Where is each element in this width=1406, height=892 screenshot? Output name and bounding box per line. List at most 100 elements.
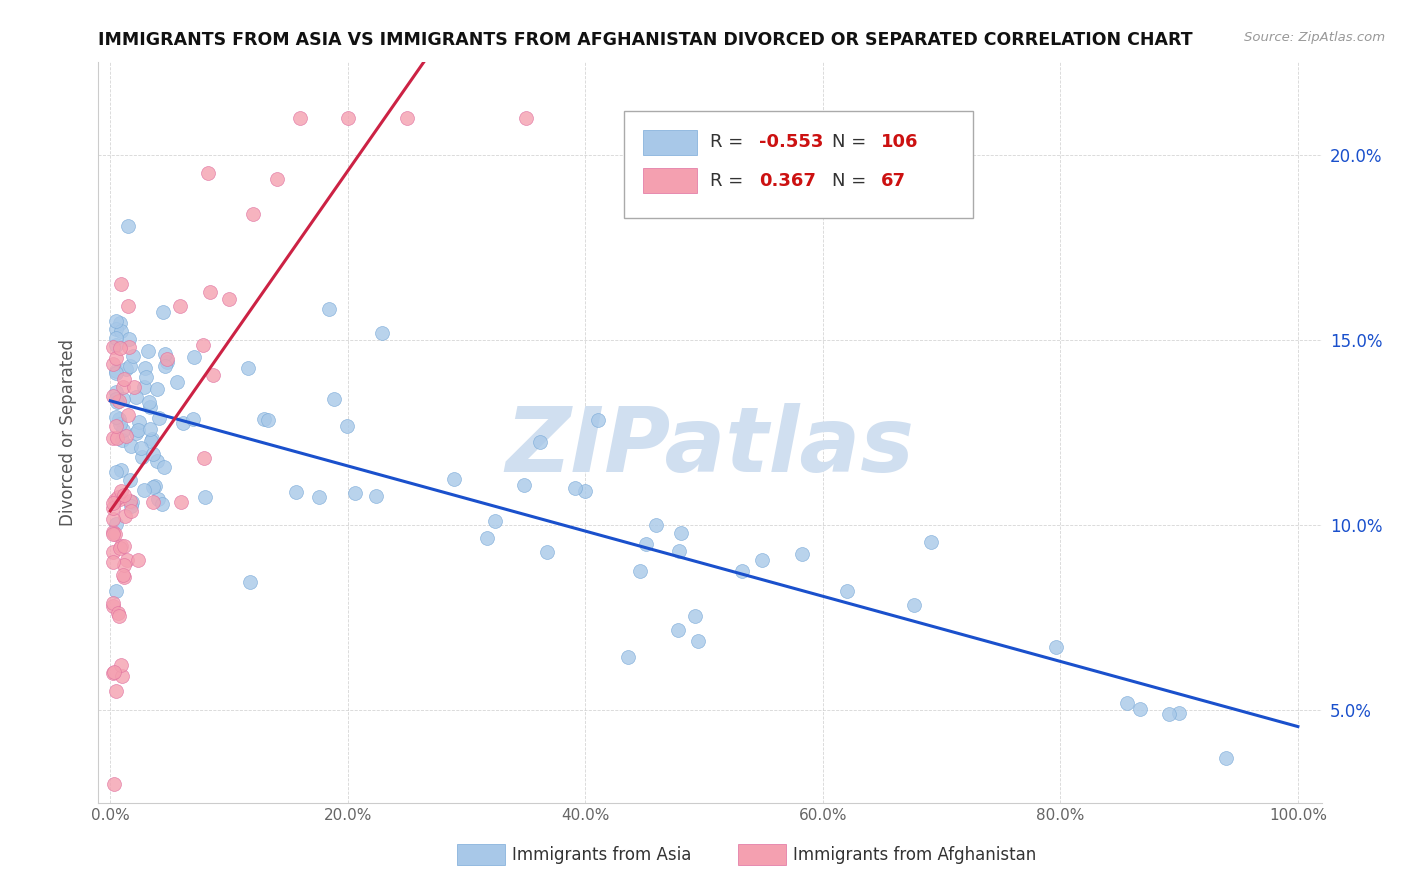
Point (669, 526, 692, 541)
Point (112, 423, 135, 437)
Point (117, 332, 139, 346)
Point (837, 584, 859, 599)
Point (364, 489, 387, 503)
Point (139, 422, 162, 436)
Point (132, 380, 155, 394)
Point (586, 413, 609, 427)
Point (107, 412, 129, 426)
Point (166, 375, 188, 389)
Point (536, 545, 558, 559)
Point (114, 508, 136, 523)
Point (112, 569, 135, 583)
Point (112, 558, 135, 572)
Point (105, 410, 128, 425)
Text: Source: ZipAtlas.com: Source: ZipAtlas.com (1244, 31, 1385, 45)
Point (110, 417, 132, 432)
Point (645, 517, 668, 532)
Point (101, 544, 124, 558)
Point (193, 450, 215, 465)
Point (101, 431, 124, 445)
Text: IMMIGRANTS FROM ASIA VS IMMIGRANTS FROM AFGHANISTAN DIVORCED OR SEPARATED CORREL: IMMIGRANTS FROM ASIA VS IMMIGRANTS FROM … (98, 31, 1194, 49)
Point (105, 367, 128, 381)
Point (285, 485, 308, 500)
Point (396, 111, 419, 125)
Point (155, 347, 177, 361)
Text: Immigrants from Afghanistan: Immigrants from Afghanistan (793, 846, 1036, 863)
Point (153, 359, 176, 374)
FancyBboxPatch shape (643, 130, 696, 155)
Point (112, 539, 135, 553)
Point (236, 360, 259, 375)
Point (101, 596, 124, 610)
Point (201, 368, 224, 383)
Point (191, 337, 214, 351)
Point (308, 491, 330, 505)
Point (751, 553, 773, 567)
Point (117, 408, 139, 422)
Point (1129, 702, 1152, 716)
Point (105, 314, 128, 328)
Point (110, 277, 132, 291)
Point (266, 171, 288, 186)
Text: R =: R = (710, 172, 755, 190)
Point (142, 494, 165, 508)
Text: 106: 106 (882, 134, 918, 152)
Point (103, 388, 125, 402)
Point (111, 434, 134, 448)
Point (108, 316, 131, 330)
Text: R =: R = (710, 134, 749, 152)
Point (1167, 706, 1189, 721)
Point (257, 412, 280, 426)
Point (120, 499, 142, 513)
Point (239, 575, 262, 590)
Point (101, 340, 124, 354)
Point (218, 292, 240, 306)
Point (115, 552, 138, 566)
Point (146, 382, 169, 396)
Point (120, 504, 142, 518)
Point (114, 429, 136, 443)
Point (118, 340, 141, 354)
Point (108, 609, 131, 624)
Point (112, 392, 135, 407)
Point (141, 433, 163, 447)
Point (731, 564, 754, 578)
FancyBboxPatch shape (457, 844, 505, 865)
Point (125, 426, 148, 441)
Point (103, 777, 125, 791)
Point (634, 537, 657, 551)
Point (103, 493, 125, 508)
Point (683, 609, 706, 624)
Point (138, 395, 160, 409)
Point (253, 412, 276, 426)
Point (105, 392, 128, 406)
Point (200, 285, 222, 299)
Point (153, 460, 176, 475)
Point (139, 400, 162, 414)
Point (1157, 706, 1180, 721)
Point (336, 111, 359, 125)
Point (101, 665, 124, 680)
Point (183, 350, 205, 364)
Point (101, 357, 124, 371)
Point (515, 111, 537, 125)
Point (120, 494, 142, 508)
Point (110, 324, 132, 338)
Point (117, 299, 139, 313)
FancyBboxPatch shape (624, 111, 973, 218)
Point (131, 442, 153, 456)
Point (127, 423, 149, 437)
Text: 67: 67 (882, 172, 907, 190)
Point (120, 473, 142, 487)
Point (105, 331, 128, 345)
Point (197, 166, 219, 180)
FancyBboxPatch shape (643, 169, 696, 194)
Point (110, 483, 132, 498)
Point (443, 472, 465, 486)
Point (686, 634, 709, 648)
Point (172, 416, 194, 430)
Point (146, 491, 169, 506)
Point (107, 607, 129, 621)
Point (104, 527, 127, 541)
Point (111, 669, 134, 683)
